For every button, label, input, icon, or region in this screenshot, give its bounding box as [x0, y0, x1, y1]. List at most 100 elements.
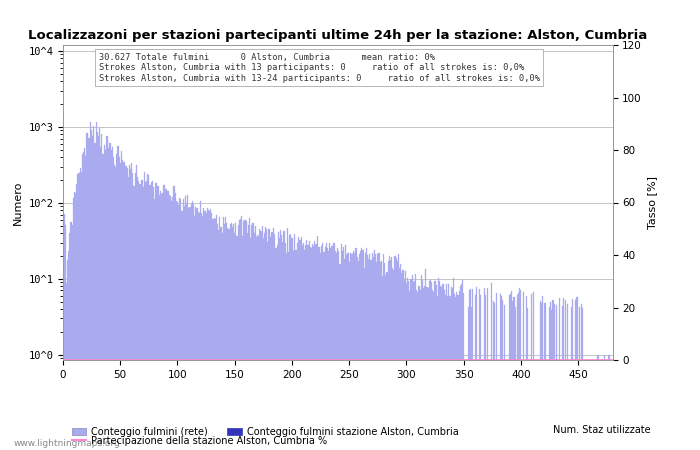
Bar — [604, 355, 605, 450]
Bar — [269, 230, 270, 450]
Bar — [514, 306, 516, 450]
Bar — [98, 136, 99, 450]
Bar — [102, 154, 104, 450]
Bar — [281, 235, 282, 450]
Bar — [359, 254, 360, 450]
Bar — [176, 201, 177, 450]
Bar — [597, 355, 598, 450]
Bar — [232, 227, 233, 450]
Bar — [446, 284, 447, 450]
Bar — [76, 184, 77, 450]
Bar — [501, 296, 502, 450]
Bar — [230, 225, 231, 450]
Bar — [576, 297, 578, 450]
Bar — [460, 285, 461, 450]
Bar — [438, 279, 439, 450]
Bar — [345, 245, 346, 450]
Bar — [313, 246, 314, 450]
Bar — [300, 237, 302, 450]
Bar — [209, 212, 210, 450]
Bar — [159, 195, 160, 450]
Bar — [109, 143, 111, 450]
Bar — [379, 261, 381, 450]
Bar — [146, 180, 147, 450]
Bar — [125, 166, 127, 450]
Bar — [332, 243, 334, 450]
Y-axis label: Tasso [%]: Tasso [%] — [648, 176, 657, 229]
Bar — [165, 189, 167, 450]
Bar — [149, 185, 150, 450]
Bar — [130, 170, 131, 450]
Bar — [416, 290, 417, 450]
Bar — [170, 196, 172, 450]
Bar — [274, 234, 275, 450]
Bar — [366, 248, 367, 450]
Bar — [363, 268, 365, 450]
Bar — [226, 223, 228, 450]
Bar — [217, 224, 218, 450]
Bar — [314, 242, 316, 450]
Bar — [367, 256, 368, 450]
Bar — [131, 163, 132, 450]
Bar — [235, 223, 237, 450]
Bar — [368, 259, 369, 450]
Bar — [448, 284, 449, 450]
Bar — [304, 250, 305, 450]
Bar — [288, 252, 289, 450]
Bar — [330, 248, 332, 450]
Bar — [278, 232, 279, 450]
Bar — [375, 254, 376, 450]
Bar — [127, 177, 129, 450]
Bar — [250, 238, 251, 450]
Bar — [343, 247, 344, 450]
Bar — [122, 160, 123, 450]
Bar — [179, 198, 181, 450]
Bar — [398, 255, 399, 450]
Bar — [280, 230, 281, 450]
Bar — [550, 302, 552, 450]
Bar — [290, 234, 291, 450]
Bar — [504, 305, 505, 450]
Bar — [64, 225, 66, 450]
Bar — [431, 282, 432, 450]
Bar — [542, 296, 543, 450]
Bar — [115, 167, 116, 450]
Bar — [386, 272, 388, 450]
Bar — [120, 162, 121, 450]
Bar — [150, 182, 152, 450]
Bar — [575, 300, 576, 450]
Bar — [523, 292, 524, 450]
Bar — [435, 285, 437, 450]
Bar — [408, 281, 409, 450]
Bar — [163, 185, 164, 450]
Bar — [303, 243, 304, 450]
Bar — [487, 288, 489, 450]
Bar — [382, 276, 383, 450]
Bar — [144, 172, 145, 450]
Bar — [114, 165, 115, 450]
Bar — [96, 122, 97, 450]
Bar — [552, 300, 554, 450]
Bar — [162, 193, 163, 450]
Bar — [421, 275, 422, 450]
Bar — [404, 279, 405, 450]
Bar — [222, 233, 223, 450]
Bar — [337, 248, 338, 450]
Bar — [71, 225, 73, 450]
Bar — [249, 218, 250, 450]
Bar — [360, 251, 361, 450]
Bar — [462, 279, 463, 450]
Bar — [400, 264, 401, 450]
Bar — [484, 288, 485, 450]
Bar — [291, 238, 293, 450]
Bar — [531, 293, 532, 450]
Bar — [168, 191, 169, 450]
Bar — [67, 260, 68, 450]
Bar — [541, 302, 542, 450]
Bar — [272, 233, 273, 450]
Bar — [399, 268, 400, 450]
Bar — [240, 219, 241, 450]
Bar — [147, 174, 148, 450]
Bar — [156, 183, 158, 450]
Bar — [201, 213, 202, 450]
